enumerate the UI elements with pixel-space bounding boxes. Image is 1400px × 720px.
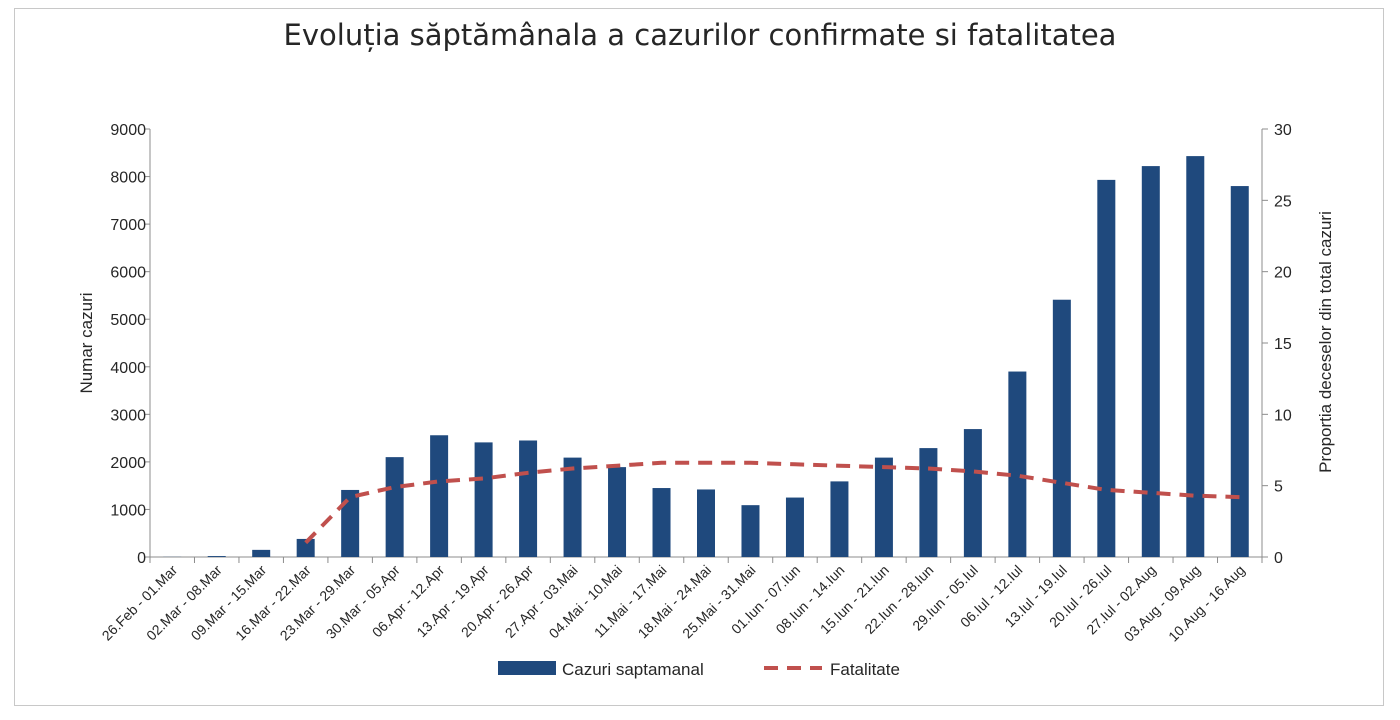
x-tick-label: 16.Mar - 22.Mar [232,562,314,644]
x-tick-label: 23.Mar - 29.Mar [277,562,359,644]
bar [519,440,538,557]
bar [252,549,271,557]
fatalitate-line [304,460,1240,545]
bar [697,489,715,557]
bar [963,429,982,557]
y-axis-title: Numar cazuri [77,292,96,393]
chart-title: Evoluția săptămânala a cazurilor confirm… [283,18,1117,52]
bar [874,457,893,557]
y-tick-label: 3000 [110,407,146,424]
bar [385,457,404,557]
y2-tick-label: 5 [1274,479,1283,496]
y-tick-label: 1000 [110,502,146,519]
legend-bar-swatch [498,661,556,675]
bar [830,481,849,557]
bar [919,448,938,557]
x-tick-label: 26.Feb - 01.Mar [99,562,181,644]
bar [1141,166,1160,558]
bar [608,467,627,557]
bar [1230,186,1249,558]
y2-tick-label: 20 [1274,265,1292,282]
y2-tick-label: 15 [1274,336,1292,353]
legend-label-fatalitate: Fatalitate [830,660,900,679]
bar-series [163,156,1249,558]
bar [296,538,315,557]
line-series [304,460,1240,545]
bar [563,457,582,557]
y-tick-label: 7000 [110,217,146,234]
bar [741,505,760,557]
y-tick-label: 9000 [110,122,146,139]
bar [1097,179,1116,557]
y-tick-label: 4000 [110,360,146,377]
legend: Cazuri saptamanal Fatalitate [498,660,900,679]
bar [207,556,226,557]
x-tick-label: 02.Mar - 08.Mar [143,562,225,644]
x-tick-label: 09.Mar - 15.Mar [188,562,270,644]
bar [430,435,449,557]
x-tick-label: 10.Aug - 16.Aug [1165,562,1248,645]
y-tick-label: 5000 [110,312,146,329]
y-tick-label: 8000 [110,170,146,187]
y-tick-label: 2000 [110,455,146,472]
y2-tick-label: 25 [1274,193,1292,210]
bar [652,488,671,557]
bar [1052,299,1071,557]
bar [474,442,493,557]
y2-tick-label: 30 [1274,122,1292,139]
y2-tick-label: 0 [1274,550,1283,567]
bar [341,489,360,557]
bar [1008,371,1027,557]
legend-label-cazuri: Cazuri saptamanal [562,660,704,679]
y-tick-label: 0 [137,550,146,567]
y2-tick-label: 10 [1274,407,1292,424]
x-tick-label: 03.Aug - 09.Aug [1121,562,1204,645]
y-tick-label: 6000 [110,265,146,282]
bar [1186,156,1205,557]
y2-axis-title: Proportia deceselor din total cazuri [1316,211,1335,473]
bar [785,497,804,557]
